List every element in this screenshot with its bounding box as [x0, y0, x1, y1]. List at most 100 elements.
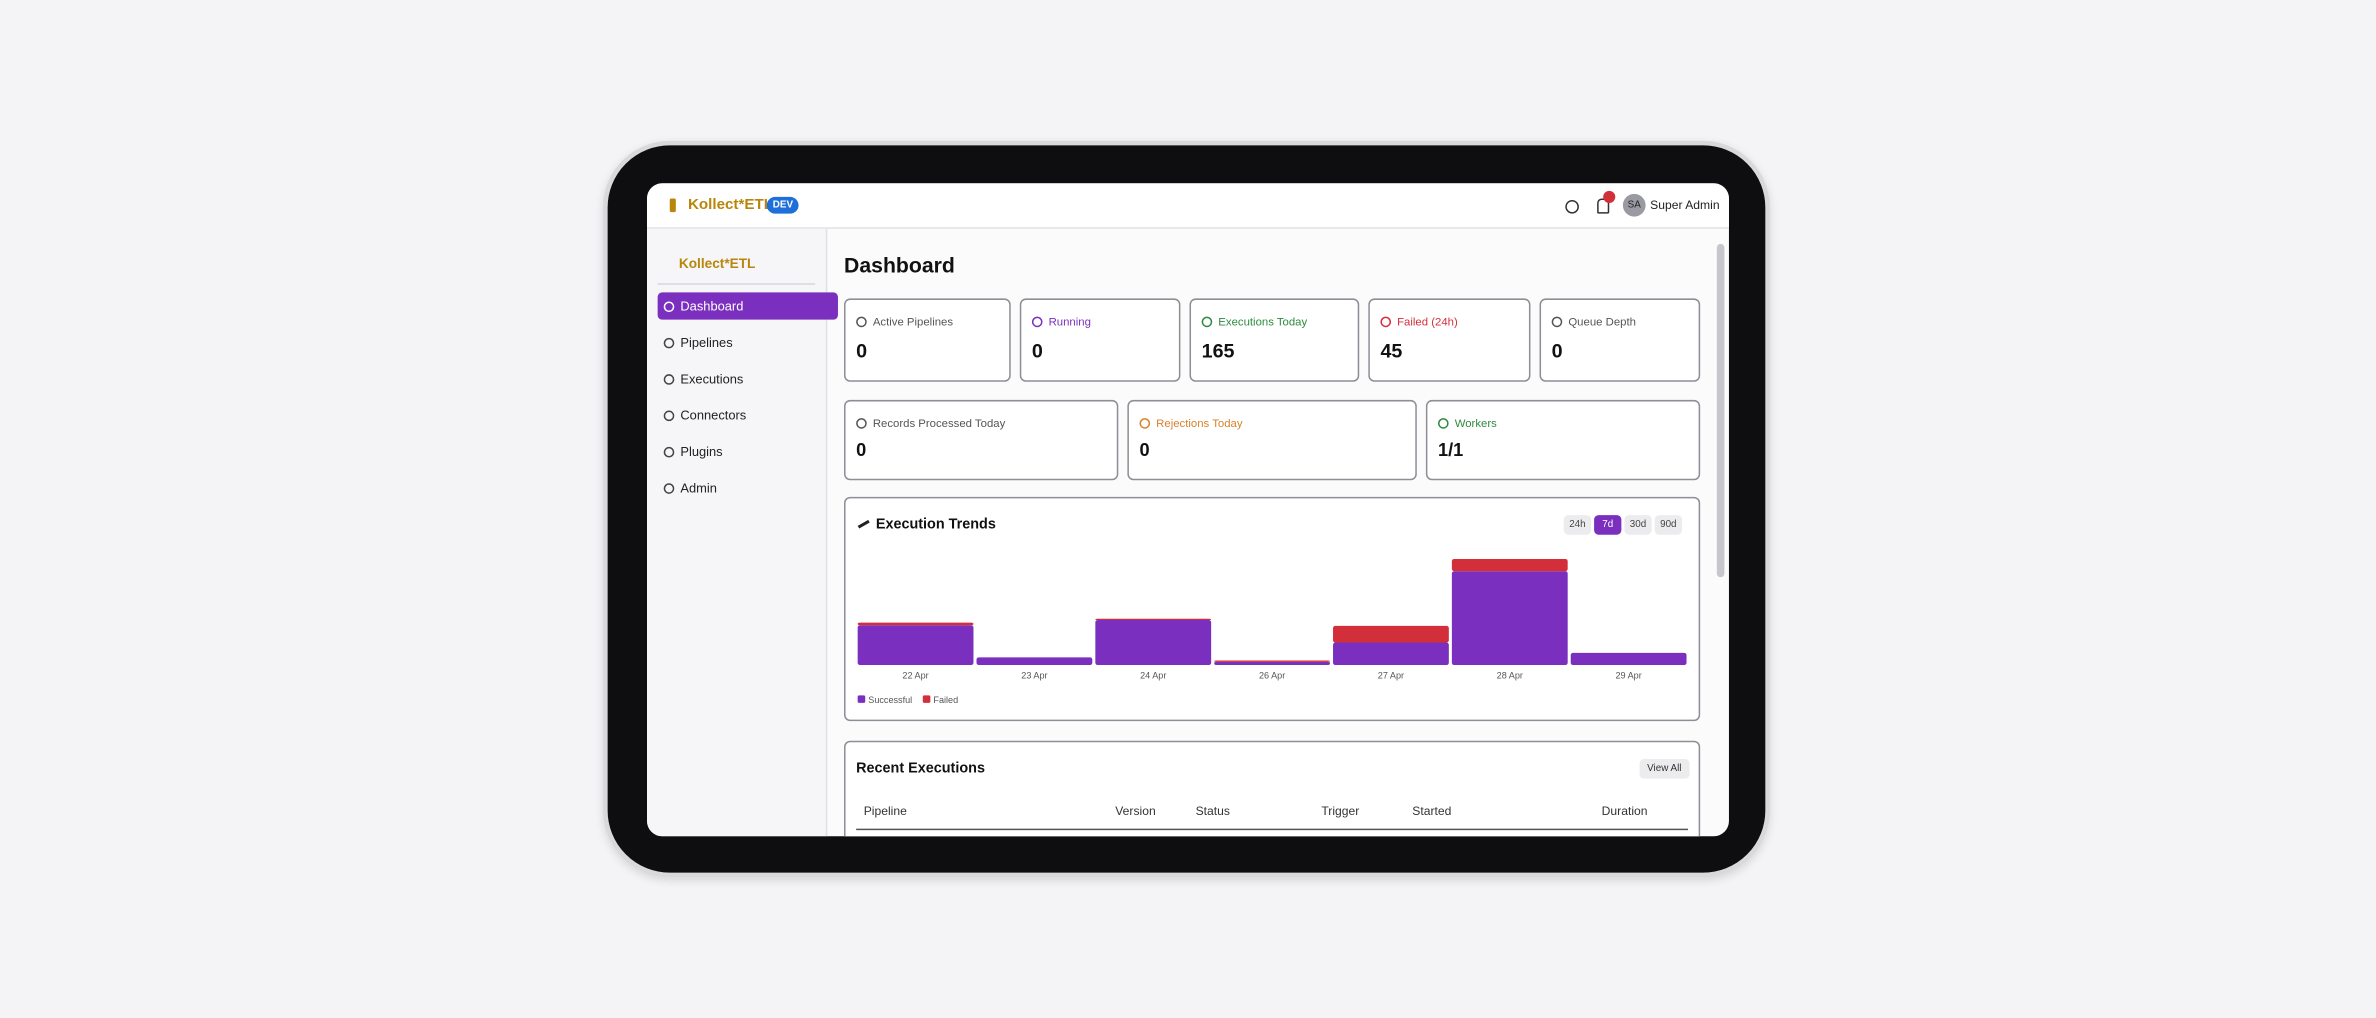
stat-card: Failed (24h) 45 — [1368, 298, 1531, 382]
menu-icon — [663, 374, 675, 385]
legend-label: Failed — [933, 695, 958, 705]
menu-item[interactable]: Dashboard — [657, 292, 838, 320]
header-divider — [856, 828, 1689, 831]
stat-value: 1/1 — [1438, 439, 1464, 461]
sidebar-brand: Kollect*ETL — [678, 256, 756, 272]
menu-item[interactable]: Plugins — [658, 438, 838, 465]
range-button[interactable]: 7d — [1594, 515, 1622, 535]
column-header: Version — [1115, 804, 1156, 819]
bar — [976, 657, 1093, 666]
range-button[interactable]: 90d — [1654, 515, 1682, 535]
x-tick-label: 28 Apr — [1497, 671, 1523, 681]
bar — [1214, 661, 1331, 666]
stat-card: Running 0 — [1019, 298, 1181, 382]
chart: 22 Apr 23 Apr 24 Apr 26 Apr 27 Apr 28 Apr 29 A… — [857, 558, 1687, 705]
legend-swatch — [922, 695, 931, 703]
x-tick-label: 22 Apr — [902, 671, 928, 681]
stat-value: 0 — [856, 339, 868, 363]
stat-label: Rejections Today — [1156, 416, 1243, 431]
legend-label: Successful — [868, 695, 912, 705]
bar — [1095, 620, 1212, 666]
x-tick-label: 24 Apr — [1140, 671, 1166, 681]
menu-item[interactable]: Admin — [658, 474, 838, 501]
stat-icon — [1031, 316, 1043, 328]
stat-label: Workers — [1454, 416, 1497, 431]
sidebar: Kollect*ETL Dashboard Pipelines Executions C… — [647, 228, 838, 837]
chart-title: Execution Trends — [875, 516, 996, 534]
top-bar: Kollect*ETL DEV SA Super Admin — [647, 183, 1729, 229]
bar — [1214, 660, 1331, 662]
logo-icon — [669, 198, 676, 213]
scrollbar[interactable] — [1716, 243, 1725, 578]
page-title: Dashboard — [844, 252, 955, 278]
avatar[interactable]: SA — [1622, 193, 1646, 217]
stat-card: Workers 1/1 — [1425, 399, 1701, 481]
stat-value: 0 — [1031, 339, 1043, 363]
x-tick-label: 27 Apr — [1378, 671, 1404, 681]
recent-title: Recent Executions — [856, 760, 985, 778]
bar — [1570, 652, 1687, 666]
main: Dashboard Active Pipelines 0 Running 0 Execut… — [827, 229, 1729, 837]
column-header: Status — [1195, 804, 1230, 819]
menu-item[interactable]: Executions — [658, 365, 838, 392]
menu-item[interactable]: Pipelines — [658, 329, 838, 356]
column-header: Duration — [1601, 804, 1648, 819]
x-tick-label: 29 Apr — [1615, 671, 1641, 681]
stat-card: Records Processed Today 0 — [844, 399, 1119, 481]
view-all-button[interactable]: View All — [1639, 758, 1690, 779]
stat-card: Queue Depth 0 — [1539, 298, 1701, 382]
stat-value: 45 — [1380, 339, 1403, 363]
stat-card: Active Pipelines 0 — [844, 298, 1011, 382]
menu-icon — [663, 446, 675, 458]
stat-icon — [1139, 418, 1151, 429]
menu-icon — [663, 483, 675, 494]
range-button[interactable]: 24h — [1563, 515, 1592, 535]
menu-item[interactable]: Connectors — [658, 401, 838, 428]
brand: Kollect*ETL — [687, 196, 773, 214]
stat-card: Executions Today 165 — [1189, 298, 1360, 382]
stat-card: Rejections Today 0 — [1127, 399, 1417, 481]
x-tick-label: 23 Apr — [1021, 671, 1047, 681]
stat-label: Running — [1048, 315, 1091, 329]
range-button[interactable]: 30d — [1624, 515, 1652, 535]
stat-value: 0 — [856, 439, 867, 461]
notification-badge — [1603, 190, 1616, 203]
env-badge: DEV — [766, 196, 800, 214]
stat-label: Active Pipelines — [872, 315, 954, 329]
stat-icon — [856, 418, 867, 429]
stat-value: 0 — [1139, 439, 1150, 461]
menu-icon — [663, 301, 675, 313]
column-header: Started — [1412, 804, 1452, 819]
bar — [1095, 618, 1212, 621]
sidebar-divider — [657, 283, 816, 285]
stat-value: 0 — [1551, 339, 1563, 363]
stat-icon — [1380, 316, 1392, 328]
stat-label: Records Processed Today — [872, 416, 1006, 431]
bar — [1451, 558, 1568, 572]
stat-label: Executions Today — [1218, 315, 1308, 329]
stat-label: Queue Depth — [1568, 315, 1636, 329]
menu-icon — [663, 337, 675, 349]
user-name: Super Admin — [1650, 198, 1720, 213]
bar — [1451, 571, 1568, 666]
recent-card: Recent Executions View All Pipeline Version… — [844, 740, 1701, 837]
column-header: Trigger — [1321, 804, 1360, 819]
theme-toggle[interactable] — [1565, 199, 1579, 214]
stat-icon — [1551, 316, 1563, 328]
bar — [857, 625, 974, 666]
legend-swatch — [857, 695, 866, 703]
stat-value: 165 — [1201, 339, 1235, 363]
stat-label: Failed (24h) — [1397, 315, 1458, 329]
column-header: Pipeline — [863, 804, 907, 819]
bar — [1333, 625, 1449, 643]
bar — [1333, 642, 1449, 666]
menu-icon — [663, 410, 675, 422]
stat-icon — [1438, 418, 1449, 429]
chart-card: Execution Trends 24h 7d 30d 90d 22 Apr 23 Apr 2… — [844, 496, 1701, 722]
screen: Kollect*ETL DEV SA Super Admin Kollect*ETL D… — [647, 183, 1729, 837]
x-tick-label: 26 Apr — [1259, 671, 1285, 681]
stat-icon — [856, 316, 867, 328]
stat-icon — [1201, 316, 1213, 328]
